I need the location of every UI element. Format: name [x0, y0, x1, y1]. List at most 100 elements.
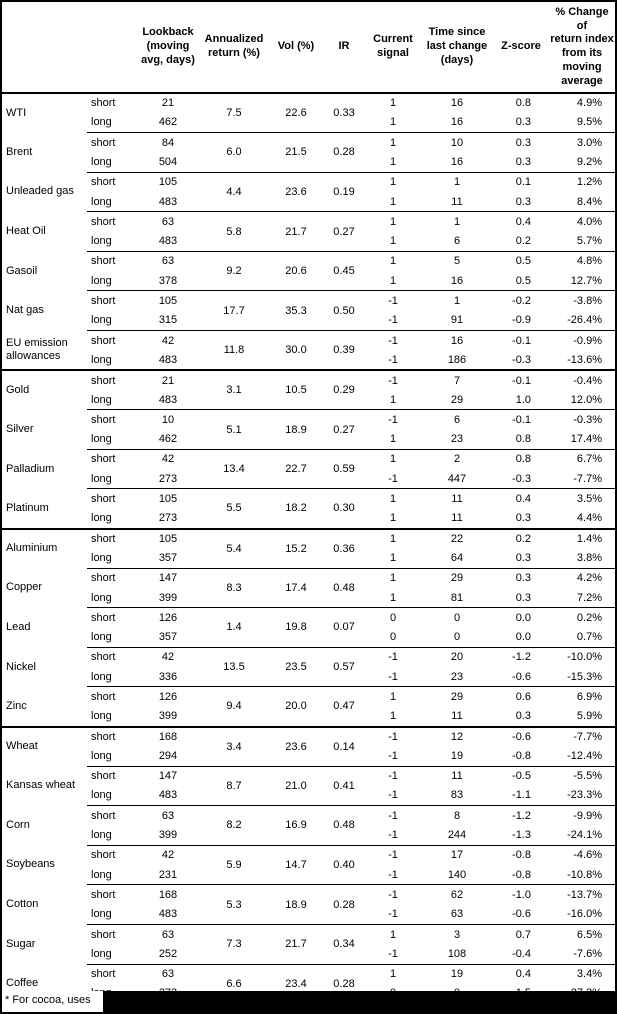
leg-cell: long — [91, 433, 112, 446]
pct-change-cell: 0.2% — [549, 607, 615, 628]
time-since-change-cell: 11 — [421, 765, 493, 786]
lookback-cell: 252 — [158, 947, 178, 960]
signal-cell: -1 — [365, 844, 421, 866]
time-since-change-cell: 5 — [421, 250, 493, 272]
annualized-return-cell: 5.8 — [199, 211, 269, 252]
signal-cell: 1 — [389, 591, 397, 604]
leg-cell: short — [87, 369, 137, 390]
z-score-cell: 0.2 — [515, 235, 531, 248]
vol-cell: 19.8 — [269, 607, 323, 648]
table-row: Platinum short 105 5.5 18.2 0.30 1 11 0.4 3.5% — [2, 488, 615, 529]
vol-cell: 35.3 — [269, 290, 323, 331]
signal-cell: -1 — [365, 884, 421, 905]
pct-change-cell: -23.3% — [567, 789, 602, 802]
signal-cell: 1 — [365, 250, 421, 272]
ir-cell: 0.27 — [323, 211, 365, 252]
z-score-cell: -1.3 — [512, 829, 531, 842]
ir-cell: 0.47 — [323, 686, 365, 727]
pct-change-cell: 9.2% — [576, 155, 602, 168]
ir-cell: 0.39 — [323, 330, 365, 371]
pct-change-cell: -4.6% — [549, 844, 615, 866]
lookback-cell: 483 — [158, 789, 178, 802]
pct-change-cell: 4.0% — [549, 211, 615, 232]
z-score-cell: -0.2 — [493, 290, 549, 311]
time-since-change-cell: 63 — [450, 908, 464, 921]
lookback-cell: 84 — [137, 132, 199, 153]
vol-cell: 21.5 — [269, 132, 323, 173]
commodity-name-cell: Zinc — [6, 699, 27, 712]
table-row: Soybeans short 42 5.9 14.7 0.40 -1 17 -0.8 -4.6% — [2, 844, 615, 885]
time-since-change-cell: 6 — [421, 409, 493, 430]
vol-cell: 10.5 — [269, 369, 323, 410]
commodity-name-cell: Nickel — [6, 660, 36, 673]
ir-cell: 0.41 — [323, 765, 365, 806]
time-since-change-cell: 19 — [421, 963, 493, 984]
signal-cell: -1 — [365, 646, 421, 668]
z-score-cell: -0.5 — [493, 765, 549, 786]
leg-cell: short — [87, 330, 137, 351]
signal-cell: -1 — [388, 868, 398, 881]
pct-change-cell: 12.0% — [570, 393, 602, 406]
signal-cell: 1 — [389, 235, 397, 248]
lookback-cell: 483 — [158, 908, 178, 921]
time-since-change-cell: 62 — [421, 884, 493, 905]
annualized-return-cell: 11.8 — [199, 330, 269, 371]
signal-cell: 1 — [365, 923, 421, 945]
table-row: Unleaded gas short 105 4.4 23.6 0.19 1 1 0.1 1.2% — [2, 171, 615, 212]
commodity-name-cell: Soybeans — [6, 858, 55, 871]
commodity-name-cell: Heat Oil — [6, 224, 46, 237]
z-score-cell: 0.5 — [515, 274, 531, 287]
lookback-cell: 10 — [137, 409, 199, 430]
z-score-cell: 0.3 — [515, 551, 531, 564]
header-lookback: Lookback (moving avg, days) — [137, 2, 199, 94]
pct-change-cell: -15.3% — [567, 670, 602, 683]
table-row: Nat gas short 105 17.7 35.3 0.50 -1 1 -0.2 -3.8% — [2, 290, 615, 331]
signal-cell: 1 — [365, 448, 421, 470]
vol-cell: 23.6 — [269, 171, 323, 212]
time-since-change-cell: 16 — [450, 274, 464, 287]
signal-cell: -1 — [388, 670, 398, 683]
time-since-change-cell: 22 — [421, 527, 493, 549]
leg-cell: short — [87, 211, 137, 232]
time-since-change-cell: 16 — [450, 116, 464, 129]
pct-change-cell: 6.5% — [549, 923, 615, 945]
lookback-cell: 42 — [137, 844, 199, 866]
leg-cell: long — [91, 472, 112, 485]
commodity-name-cell: WTI — [6, 106, 27, 119]
signal-cell: -1 — [365, 409, 421, 430]
vol-cell: 18.2 — [269, 488, 323, 529]
signal-cell: 1 — [365, 567, 421, 588]
pct-change-cell: 5.7% — [576, 235, 602, 248]
table-row: Zinc short 126 9.4 20.0 0.47 1 29 0.6 6.9% — [2, 686, 615, 727]
redaction-bar — [103, 991, 615, 1012]
leg-cell: short — [87, 527, 137, 549]
vol-cell: 20.0 — [269, 686, 323, 727]
commodity-name-cell: Gasoil — [6, 264, 38, 277]
ir-cell: 0.45 — [323, 250, 365, 291]
z-score-cell: -0.3 — [512, 472, 531, 485]
pct-change-cell: -24.1% — [567, 829, 602, 842]
pct-change-cell: 7.2% — [576, 591, 602, 604]
z-score-cell: 0.3 — [515, 710, 531, 723]
table-row: long 504 1 16 0.3 9.2% — [2, 152, 615, 172]
lookback-cell: 231 — [158, 868, 178, 881]
z-score-cell: -0.8 — [512, 749, 531, 762]
signal-cell: -1 — [388, 314, 398, 327]
leg-cell: long — [91, 631, 112, 644]
time-since-change-cell: 140 — [447, 868, 467, 881]
leg-cell: long — [91, 829, 112, 842]
table-row: long 483 1 6 0.2 5.7% — [2, 232, 615, 252]
lookback-cell: 294 — [158, 749, 178, 762]
commodity-name-cell: Sugar — [6, 937, 36, 950]
lookback-cell: 63 — [137, 250, 199, 272]
pct-change-cell: -7.6% — [573, 947, 602, 960]
table-row: long 273 1 11 0.3 4.4% — [2, 509, 615, 529]
leg-cell: long — [91, 670, 112, 683]
leg-cell: long — [91, 155, 112, 168]
commodity-name-cell: Copper — [6, 581, 43, 594]
z-score-cell: 0.0 — [493, 607, 549, 628]
leg-cell: short — [87, 884, 137, 905]
table-row: long 357 1 64 0.3 3.8% — [2, 548, 615, 568]
